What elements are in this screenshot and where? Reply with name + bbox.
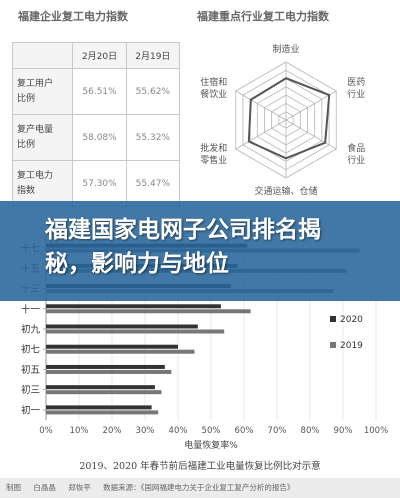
table-cell: 55.47% (125, 160, 181, 207)
table-header-row: 2月20日 2月19日 (11, 42, 181, 69)
radar-spoke (285, 119, 337, 150)
bar-2020 (46, 324, 198, 329)
x-tick-label: 40% (169, 426, 188, 436)
y-category-label: 初五 (21, 364, 40, 376)
table-row-label: 复工电力 指数 (11, 160, 74, 207)
x-tick-label: 100% (364, 426, 388, 436)
credit-label: 制图 (6, 483, 21, 492)
table-header-corner (11, 42, 74, 69)
radar-chart-title: 福建重点行业复工电力指数 (197, 10, 329, 23)
bar-2019 (46, 410, 159, 415)
x-tick-label: 60% (235, 426, 254, 436)
figure-caption: 2019、2020 年春节前后福建工业电量恢复比例比对示意 (79, 461, 321, 472)
table-cell: 57.30% (72, 160, 127, 207)
radar-axis-label: 住宿和餐饮业 (200, 76, 227, 100)
radar-spoke (235, 90, 287, 121)
radar-axis-label: 交通运输、仓储 (254, 185, 317, 197)
table-row: 复产电量 比例 58.08% 55.32% (11, 114, 181, 161)
table-row: 复工电力 指数 57.30% 55.47% (11, 160, 181, 207)
table-row-label: 复工用户 比例 (11, 68, 74, 115)
table-row-label: 复产电量 比例 (11, 114, 74, 161)
y-category-label: 初七 (21, 344, 41, 356)
bar-2019 (46, 390, 162, 395)
credit-source: 数据来源：《国网福建电力关于企业复工复产分析的报告》 (103, 483, 295, 492)
radar-axis-label: 医药行业 (347, 77, 365, 100)
y-category-label: 十一 (21, 303, 41, 315)
bar-2019 (46, 349, 195, 354)
headline-title: 福建国家电网子公司排名揭秘，影响力与地位 (45, 217, 321, 277)
bar-2020 (46, 385, 155, 390)
table-header-feb20: 2月20日 (72, 42, 127, 69)
x-tick-label: 20% (103, 426, 122, 436)
bar-2020 (46, 304, 221, 309)
table-header-feb19: 2月19日 (125, 42, 181, 69)
legend-swatch-2019 (330, 342, 336, 348)
bar-2020 (46, 344, 178, 349)
x-tick-label: 0% (39, 426, 53, 436)
table-cell: 55.32% (125, 114, 181, 161)
y-category-label: 初一 (21, 404, 41, 416)
radar-axis-label: 制造业 (272, 43, 299, 55)
legend-swatch-2020 (330, 316, 336, 322)
y-category-label: 初三 (21, 384, 40, 396)
credit-bar: 制图 白晶晶 郑恢平 数据来源：《国网福建电力关于企业复工复产分析的报告》 (0, 478, 400, 498)
radar-series-line (247, 77, 331, 160)
x-tick-label: 90% (334, 426, 353, 436)
x-tick-label: 10% (70, 426, 89, 436)
recovery-index-table: 2月20日 2月19日 复工用户 比例 56.51% 55.62% 复产电量 比例 … (11, 42, 181, 207)
bar-2019 (46, 309, 251, 314)
radar-spoke (285, 90, 337, 121)
table-cell: 56.51% (72, 68, 127, 115)
table-chart-title: 福建企业复工电力指数 (18, 10, 128, 23)
table-cell: 55.62% (125, 68, 181, 115)
x-tick-label: 80% (301, 426, 320, 436)
table-row: 复工用户 比例 56.51% 55.62% (11, 68, 181, 115)
bar-2019 (46, 369, 172, 374)
radar-spoke (235, 119, 287, 150)
y-category-label: 初九 (21, 324, 41, 336)
x-axis-title: 电量恢复率% (184, 439, 238, 451)
legend-label-2019: 2019 (340, 341, 363, 351)
radar-axis-label: 食品行业 (347, 142, 365, 166)
bar-2020 (46, 405, 152, 410)
headline-banner (0, 201, 400, 301)
x-tick-label: 50% (202, 426, 221, 436)
x-tick-label: 70% (268, 426, 287, 436)
credit-author-1: 白晶晶 (33, 483, 56, 492)
legend-label-2020: 2020 (340, 315, 363, 325)
credit-author-2: 郑恢平 (68, 483, 91, 492)
bar-2019 (46, 329, 225, 334)
x-tick-label: 30% (136, 426, 155, 436)
table-cell: 58.08% (72, 114, 127, 161)
radar-axis-label: 批发和零售业 (200, 142, 227, 166)
bar-2020 (46, 364, 165, 369)
